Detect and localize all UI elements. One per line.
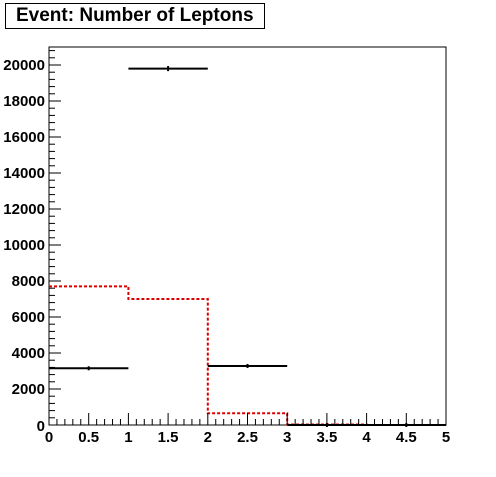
y-tick-label: 10000 (3, 237, 45, 254)
y-tick-label: 14000 (3, 165, 45, 182)
x-tick-label: 1.5 (158, 429, 179, 446)
y-tick-label: 2000 (12, 381, 45, 398)
x-tick-label: 3 (283, 429, 291, 446)
reference-step-line (49, 285, 446, 426)
y-tick-label: 16000 (3, 129, 45, 146)
x-tick-label: 2 (204, 429, 212, 446)
y-tick-label: 8000 (12, 273, 45, 290)
y-tick-label: 20000 (3, 57, 45, 74)
x-tick-label: 4.5 (396, 429, 417, 446)
y-tick-label: 6000 (12, 309, 45, 326)
reference-histogram (49, 285, 446, 426)
y-tick-label: 18000 (3, 93, 45, 110)
x-tick-label: 1 (124, 429, 132, 446)
y-tick-label: 12000 (3, 201, 45, 218)
axes: 0 0.5 1 1.5 2 2.5 3 3.5 4 4.5 5 0 2000 4000 6000 8000 10… (3, 50, 450, 446)
y-tick-label: 4000 (12, 345, 45, 362)
x-tick-label: 2.5 (237, 429, 258, 446)
x-tick-label: 5 (442, 429, 450, 446)
y-tick-label: 0 (37, 418, 45, 435)
x-tick-label: 3.5 (316, 429, 337, 446)
x-tick-label: 0.5 (78, 429, 99, 446)
chart-title: Event: Number of Leptons (5, 3, 265, 29)
data-points (49, 66, 446, 427)
x-tick-label: 4 (362, 429, 371, 446)
x-tick-label: 0 (45, 429, 53, 446)
